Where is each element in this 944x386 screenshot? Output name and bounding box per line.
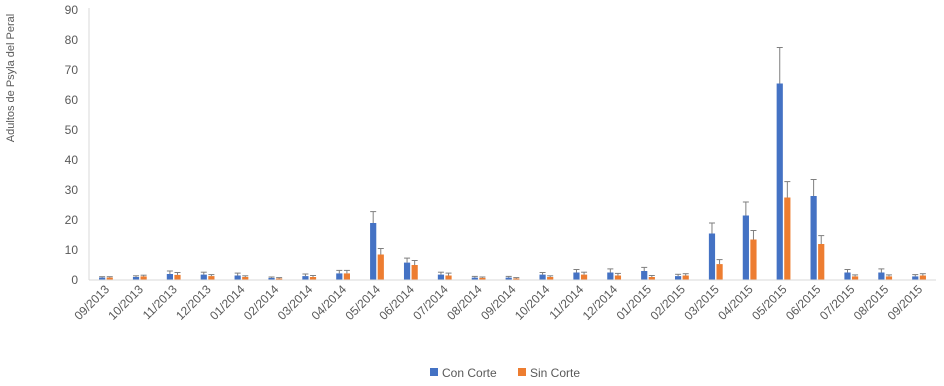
x-tick-label: 11/2013	[140, 282, 180, 322]
legend-swatch-sin-corte	[518, 368, 526, 376]
bar-con-corte	[878, 272, 885, 280]
x-tick-label: 07/2015	[817, 282, 858, 323]
bar-sin-corte	[140, 276, 147, 280]
bar-sin-corte	[784, 197, 791, 280]
bar-con-corte	[675, 276, 682, 280]
bar-sin-corte	[106, 277, 113, 280]
bar-sin-corte	[885, 276, 893, 280]
bar-con-corte	[403, 262, 411, 280]
x-tick-label: 08/2014	[444, 282, 485, 323]
bar-sin-corte	[377, 254, 384, 280]
bar-con-corte	[742, 215, 749, 280]
y-tick-label: 60	[65, 93, 79, 107]
bar-sin-corte	[852, 276, 859, 280]
bar-sin-corte	[547, 277, 554, 280]
x-tick-label: 02/2015	[647, 282, 688, 323]
x-tick-label: 07/2014	[410, 282, 451, 323]
bar-con-corte	[268, 277, 275, 280]
bar-con-corte	[99, 277, 106, 280]
x-tick-label: 12/2014	[580, 282, 621, 323]
legend-swatch-con-corte	[430, 368, 438, 376]
x-tick-label: 04/2015	[715, 282, 756, 323]
bar-sin-corte	[513, 278, 520, 280]
bar-sin-corte	[716, 264, 723, 280]
bar-con-corte	[844, 272, 851, 280]
y-tick-label: 70	[65, 63, 79, 77]
legend: Con Corte Sin Corte	[430, 366, 580, 380]
x-tick-label: 10/2013	[105, 282, 146, 323]
x-tick-label: 05/2015	[749, 282, 790, 323]
bar-sin-corte	[580, 274, 588, 280]
bar-sin-corte	[614, 275, 622, 280]
bar-sin-corte	[411, 265, 418, 280]
x-tick-label: 09/2015	[885, 282, 926, 323]
x-tick-label: 04/2014	[309, 282, 350, 323]
y-tick-label: 90	[65, 3, 79, 17]
x-tick-label: 01/2015	[614, 282, 655, 323]
bar-con-corte	[810, 196, 817, 280]
bar-con-corte	[437, 274, 445, 280]
bar-sin-corte	[174, 274, 181, 280]
x-tick-label: 09/2014	[478, 282, 519, 323]
bar-sin-corte	[919, 275, 926, 280]
bar-sin-corte	[242, 277, 249, 280]
bar-sin-corte	[750, 239, 757, 280]
x-tick-label: 02/2014	[241, 282, 282, 323]
bar-con-corte	[166, 274, 173, 280]
bar-con-corte	[912, 276, 919, 280]
x-tick-label: 10/2014	[512, 282, 553, 323]
y-tick-label: 40	[65, 153, 79, 167]
bar-con-corte	[132, 277, 140, 280]
legend-label-sin-corte: Sin Corte	[530, 366, 580, 380]
x-tick-label: 11/2014	[546, 282, 586, 322]
x-tick-label: 06/2014	[376, 282, 417, 323]
bar-con-corte	[776, 83, 783, 280]
x-tick-label: 12/2013	[173, 282, 214, 323]
bar-con-corte	[641, 271, 648, 280]
bar-con-corte	[200, 274, 207, 280]
y-tick-label: 80	[65, 33, 79, 47]
y-tick-label: 20	[65, 213, 79, 227]
legend-label-con-corte: Con Corte	[442, 366, 497, 380]
bar-con-corte	[302, 276, 309, 280]
bar-con-corte	[336, 273, 343, 280]
bar-sin-corte	[445, 275, 452, 280]
bar-con-corte	[471, 277, 478, 280]
bar-con-corte	[370, 223, 377, 280]
y-tick-label: 0	[71, 273, 78, 287]
bar-sin-corte	[479, 277, 486, 280]
y-tick-label: 30	[65, 183, 79, 197]
bar-con-corte	[708, 233, 716, 280]
y-tick-label: 10	[65, 243, 79, 257]
bar-con-corte	[505, 277, 512, 280]
bar-con-corte	[539, 274, 546, 280]
x-tick-label: 08/2015	[851, 282, 892, 323]
bar-sin-corte	[818, 244, 825, 280]
bar-sin-corte	[276, 278, 283, 280]
x-tick-label: 09/2013	[71, 282, 112, 323]
y-axis-title: Adultos de Psyla del Peral	[5, 14, 17, 142]
bar-con-corte	[573, 272, 580, 280]
y-tick-label: 50	[65, 123, 79, 137]
x-tick-label: 01/2014	[207, 282, 248, 323]
bar-sin-corte	[309, 277, 317, 280]
x-tick-label: 06/2015	[783, 282, 824, 323]
bar-sin-corte	[682, 275, 689, 280]
bar-sin-corte	[648, 277, 655, 280]
bar-sin-corte	[343, 273, 350, 280]
bar-con-corte	[234, 275, 241, 280]
bar-sin-corte	[208, 276, 215, 280]
bar-con-corte	[607, 272, 614, 280]
x-tick-label: 03/2014	[275, 282, 316, 323]
x-tick-label: 03/2015	[681, 282, 722, 323]
x-tick-label: 05/2014	[343, 282, 384, 323]
